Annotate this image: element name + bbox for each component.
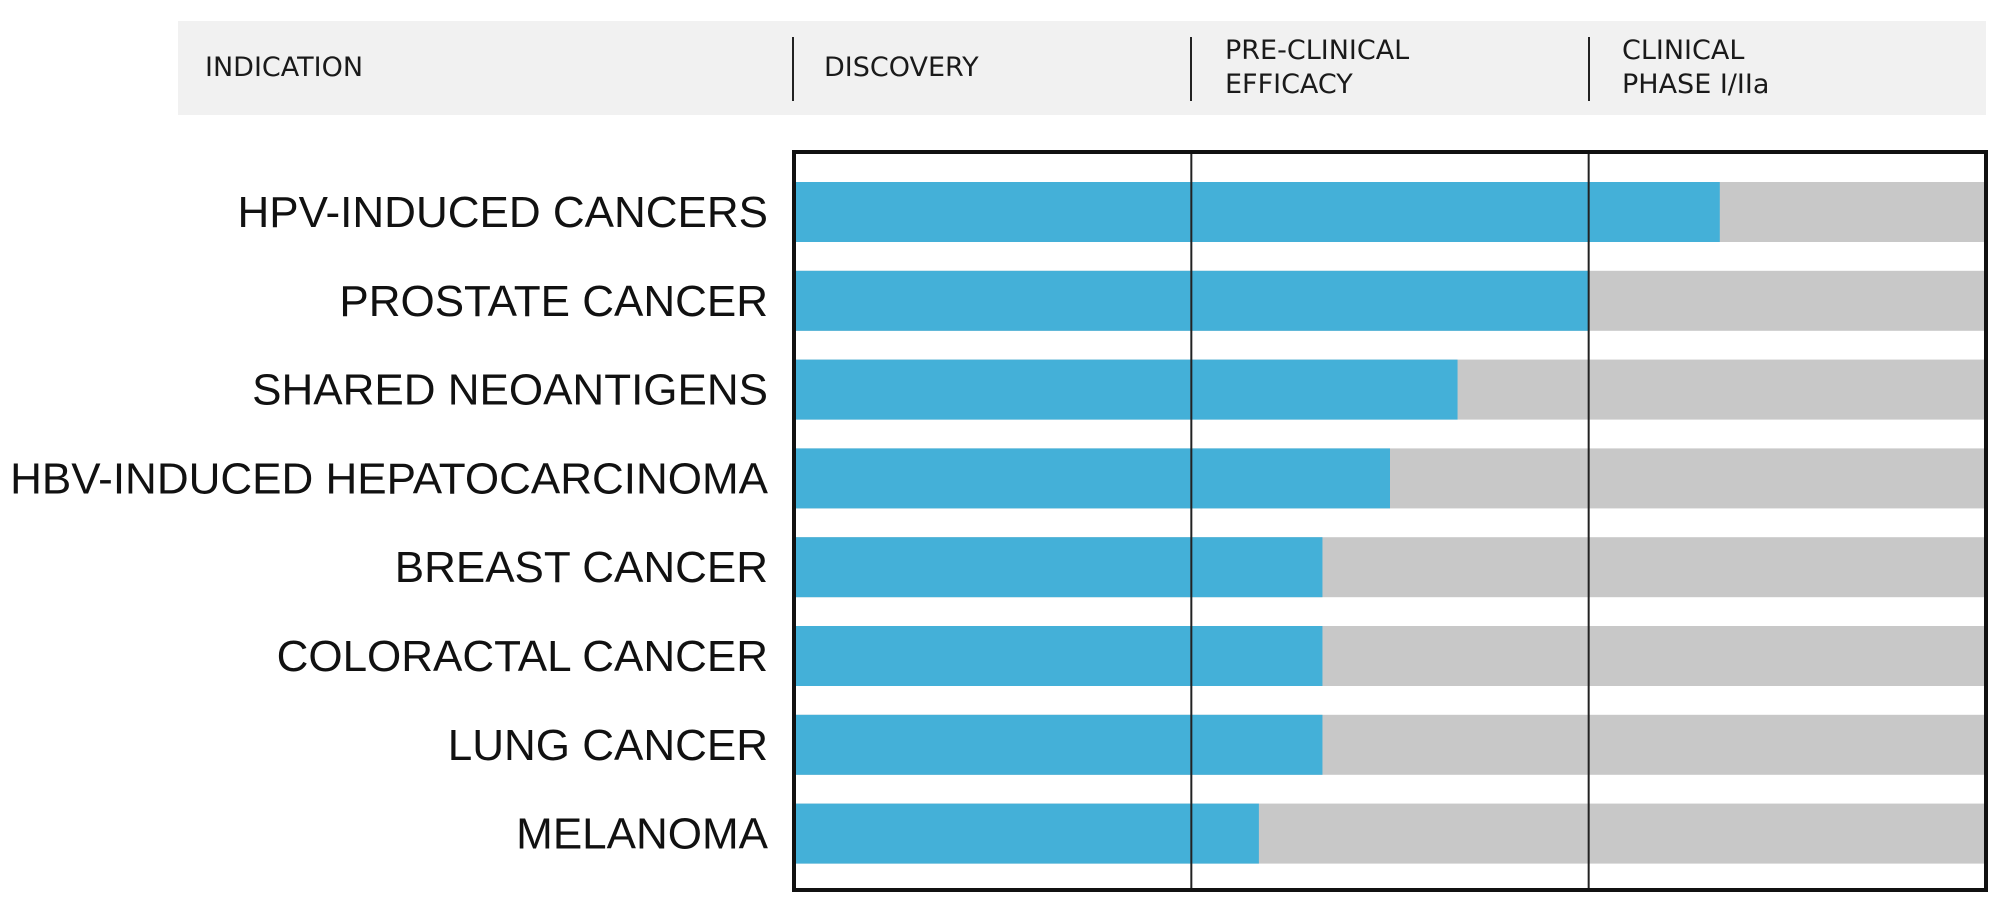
bar-progress bbox=[794, 714, 1323, 775]
bar-progress bbox=[794, 182, 1720, 242]
bar-progress bbox=[794, 537, 1323, 598]
header-indication: INDICATION bbox=[205, 52, 364, 83]
row-label: HBV-INDUCED HEPATOCARCINOMA bbox=[10, 454, 769, 503]
header-divider bbox=[1190, 37, 1192, 101]
plot-frame bbox=[792, 150, 1988, 892]
header-discovery: DISCOVERY bbox=[824, 52, 979, 83]
bar-progress bbox=[794, 359, 1458, 420]
bar-progress bbox=[794, 626, 1323, 686]
header-divider bbox=[1588, 37, 1590, 101]
row-label: HPV-INDUCED CANCERS bbox=[237, 188, 768, 237]
row-label: BREAST CANCER bbox=[395, 543, 768, 592]
row-label: MELANOMA bbox=[516, 810, 768, 859]
row-label: PROSTATE CANCER bbox=[339, 277, 768, 326]
bar-progress bbox=[794, 448, 1390, 509]
header-band bbox=[178, 21, 1986, 115]
row-label: LUNG CANCER bbox=[448, 721, 768, 770]
bar-progress bbox=[794, 803, 1259, 864]
header-preclinical: PRE-CLINICAL EFFICACY bbox=[1225, 35, 1410, 100]
row-label: SHARED NEOANTIGENS bbox=[252, 366, 768, 415]
row-label: COLORACTAL CANCER bbox=[277, 632, 768, 681]
header-divider bbox=[792, 37, 794, 101]
header-clinical: CLINICAL PHASE I/IIa bbox=[1622, 35, 1770, 100]
